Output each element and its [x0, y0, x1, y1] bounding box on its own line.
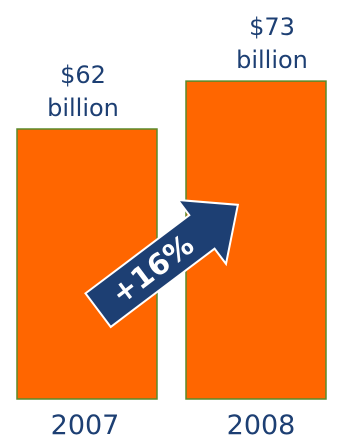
value-label-2008-line2: billion [236, 46, 308, 74]
growth-arrow-shape [84, 198, 240, 329]
category-labels-layer: 2007 2008 [51, 410, 296, 441]
value-label-2007-line2: billion [47, 94, 119, 122]
category-label-2007: 2007 [51, 410, 120, 441]
category-label-2008: 2008 [227, 410, 296, 441]
value-label-2007-line1: $62 [60, 61, 106, 89]
value-labels-layer: $62 billion $73 billion [47, 13, 308, 122]
value-label-2008-line1: $73 [249, 13, 295, 41]
